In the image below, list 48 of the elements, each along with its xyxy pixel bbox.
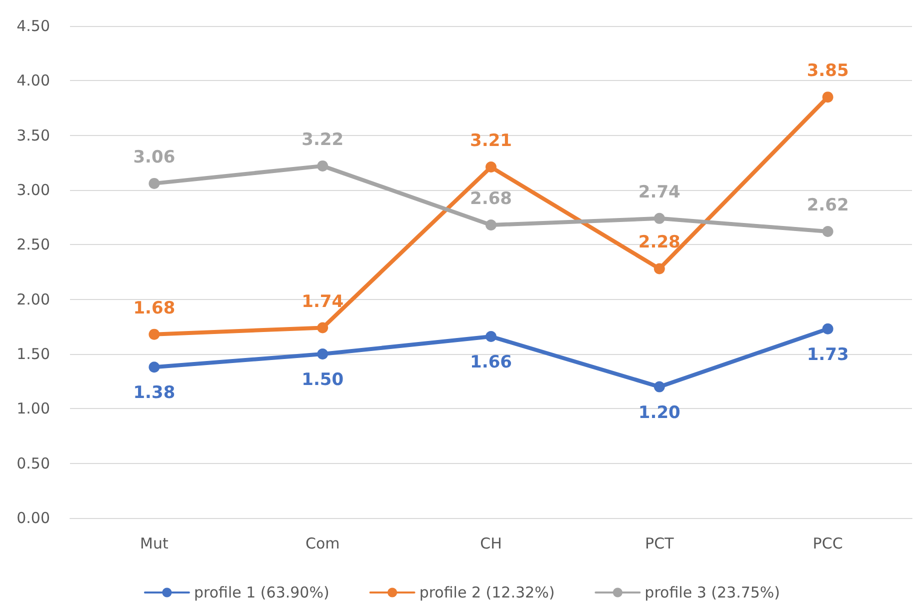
data-label: 1.74 [302,292,344,312]
y-tick-label: 2.50 [16,236,50,254]
point [486,162,496,173]
point [822,226,834,238]
x-tick-label: PCC [812,534,843,552]
data-label: 2.68 [470,188,512,209]
point [317,160,328,172]
legend-label: profile 1 (63.90%) [194,584,330,602]
legend-label: profile 2 (12.32%) [419,584,555,602]
data-label: 2.74 [638,182,681,202]
point [654,381,665,392]
point [148,178,160,189]
legend-label: profile 3 (23.75%) [644,584,780,602]
y-tick-label: 1.00 [16,400,50,418]
data-label: 3.22 [302,130,344,150]
point [148,362,160,373]
x-tick-label: Mut [140,534,168,552]
data-label: 1.20 [638,402,681,423]
point [654,263,665,274]
y-tick-label: 2.00 [16,290,50,308]
y-tick-label: 3.00 [16,181,50,199]
y-tick-label: 0.50 [16,454,50,472]
data-label: 3.85 [806,61,849,82]
point [148,328,160,340]
y-tick-label: 1.50 [16,345,50,363]
data-label: 2.62 [806,196,849,216]
y-tick-label: 3.50 [16,126,50,144]
data-label: 1.38 [133,383,176,404]
x-tick-label: PCT [645,534,675,552]
point [822,323,834,334]
y-tick-label: 4.50 [16,17,50,35]
point [654,212,665,224]
x-tick-label: Com [305,534,340,552]
data-label: 1.66 [470,352,512,373]
y-tick-label: 0.00 [16,509,50,527]
point [317,348,328,360]
data-label: 1.73 [806,344,849,365]
point [317,322,328,334]
point [486,331,496,342]
point [822,92,834,103]
point [486,219,496,230]
data-label: 3.06 [133,147,176,168]
y-tick-label: 4.00 [16,72,50,90]
data-label: 3.21 [470,131,512,152]
data-label: 2.28 [638,232,680,253]
data-label: 1.68 [133,298,176,318]
data-label: 1.50 [302,370,344,390]
x-tick-label: CH [480,534,502,552]
